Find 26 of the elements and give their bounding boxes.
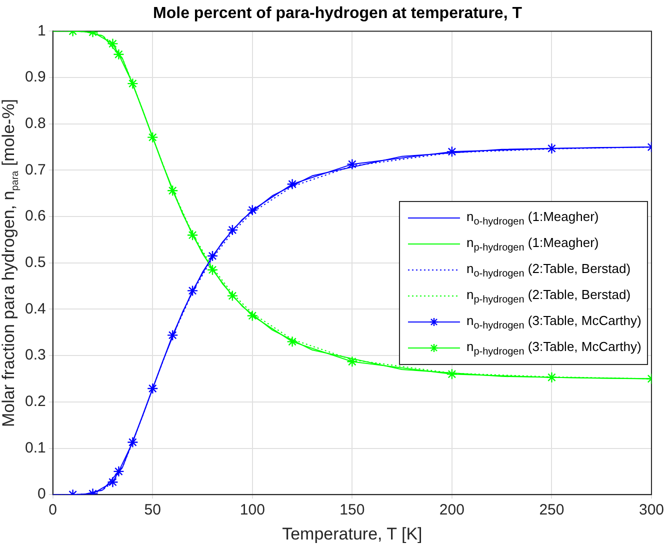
x-tick-label: 250 [539,502,564,519]
y-tick-label: 1 [38,22,46,40]
x-tick-label: 0 [48,502,58,519]
x-tick-label: 150 [340,502,365,519]
legend-label: n$_{o-hydrogen}$ (2:Table, Berstad) [466,260,631,280]
y-tick-label: 0 [38,486,46,503]
y-tick-label: 0.3 [24,346,46,364]
legend-label: n$_{o-hydrogen}$ (3:Table, McCarthy) [466,312,642,332]
y-tick-label: 0.4 [24,300,46,318]
y-tick-label: 0.6 [24,208,46,225]
y-tick-label: 0.9 [24,68,46,86]
y-tick-label: 0.5 [24,254,46,272]
legend-label: n$_{o-hydrogen}$ (1:Meagher) [466,208,599,228]
x-tick-label: 300 [638,502,664,519]
y-tick-label: 0.1 [24,439,46,456]
legend-label: n$_{p-hydrogen}$ (3:Table, McCarthy) [466,338,642,358]
x-tick-label: 50 [144,502,161,519]
y-tick-label: 0.8 [24,115,46,132]
y-tick-label: 0.2 [24,393,46,410]
x-tick-label: 200 [439,502,464,519]
legend-label: n$_{p-hydrogen}$ (1:Meagher) [466,234,599,254]
x-tick-label: 100 [240,502,265,519]
chart-title: Mole percent of para-hydrogen at temperature, T [153,5,522,22]
x-axis-title: Temperature, T [K] [282,524,422,544]
y-tick-label: 0.7 [24,161,46,178]
legend-label: n$_{p-hydrogen}$ (2:Table, Berstad) [466,286,631,306]
